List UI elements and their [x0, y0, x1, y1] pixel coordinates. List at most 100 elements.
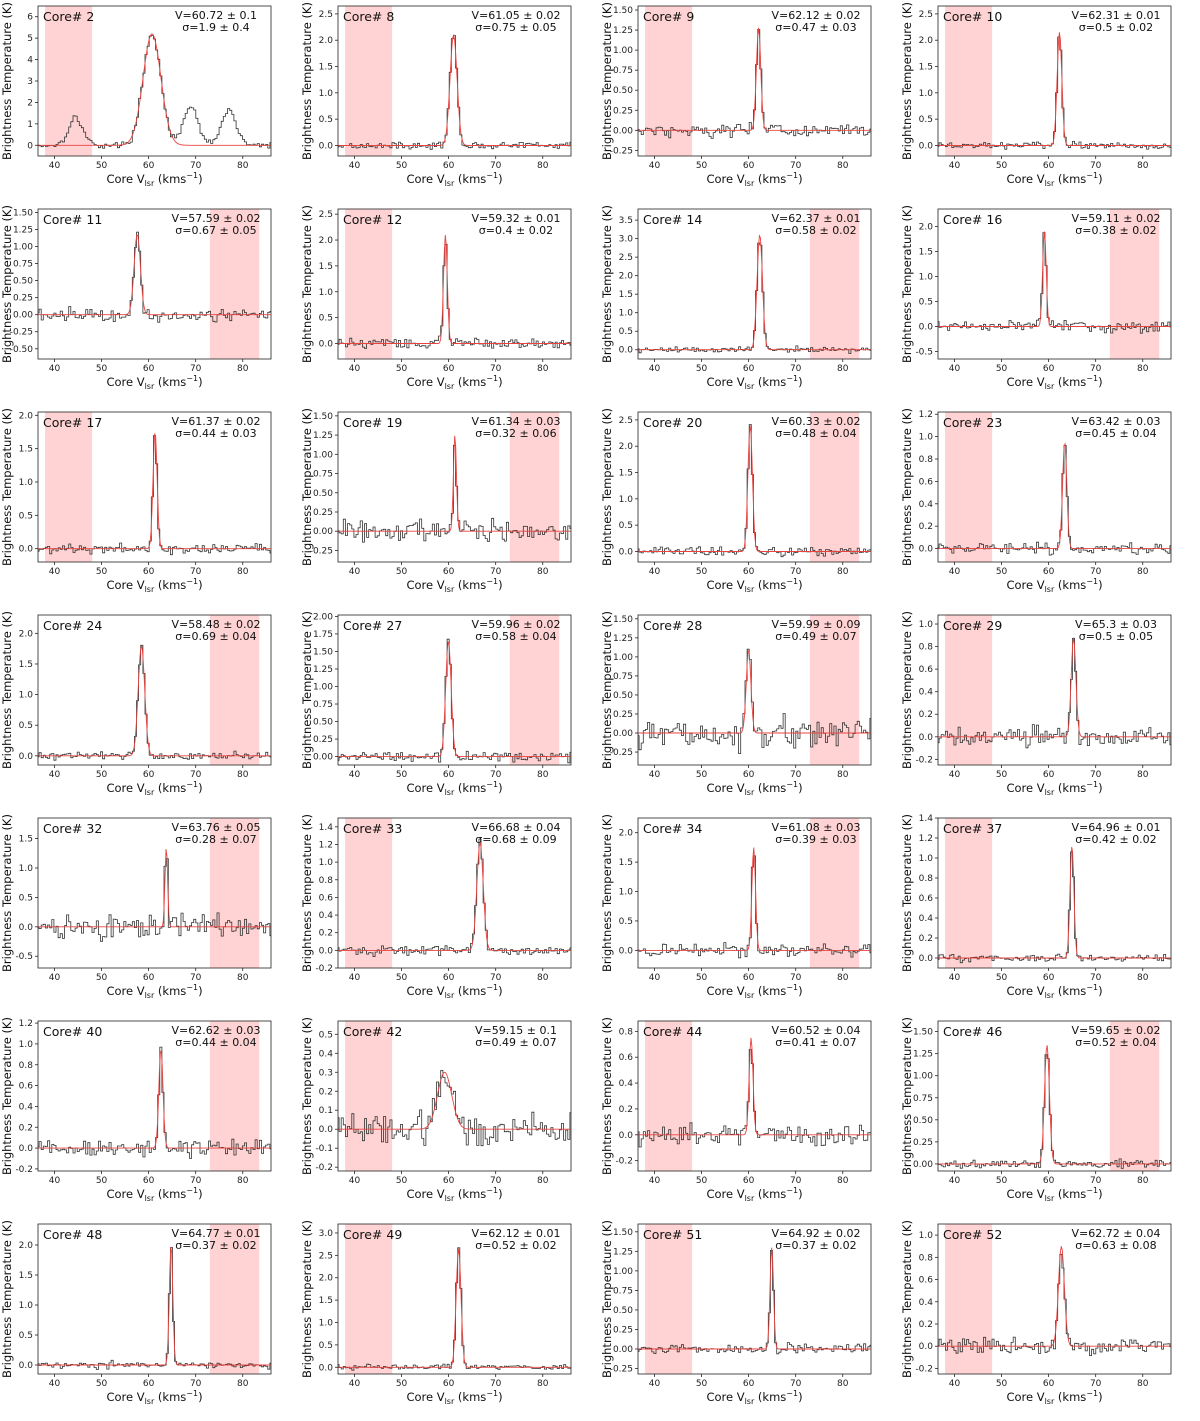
x-tick-label: 60 [143, 364, 155, 374]
y-tick-label: 0.25 [313, 508, 333, 518]
x-tick-label: 40 [49, 1176, 61, 1186]
x-tick-label: 70 [1090, 973, 1102, 983]
x-axis-label: Core Vlsr (kms−1) [406, 1389, 502, 1406]
x-tick-label: 80 [837, 567, 849, 577]
core-label: Core# 51 [643, 1227, 702, 1242]
gaussian-fit-line [38, 849, 271, 928]
y-tick-label: 0.0 [619, 946, 634, 956]
y-tick-label: 0.0 [919, 733, 934, 743]
spectrum-panel: 40 50 60 70 80 0.0 0.5 1.0 1.5 2.0 2.5 Core Vlsr (k… [600, 406, 900, 609]
x-tick-label: 50 [696, 364, 708, 374]
sigma-annotation: σ=0.5 ± 0.02 [1079, 21, 1153, 34]
x-tick-label: 80 [537, 770, 549, 780]
sigma-annotation: σ=0.44 ± 0.03 [175, 427, 256, 440]
spectrum-chart: 40 50 60 70 80 0.0 0.5 1.0 1.5 2.0 2.5 Core Vlsr (k… [900, 2, 1172, 188]
x-tick-label: 50 [996, 364, 1008, 374]
x-tick-label: 40 [349, 567, 361, 577]
spectrum-chart: 40 50 60 70 80 -0.5 0.0 0.5 1.0 1.5 2.0 Core Vlsr (… [900, 205, 1172, 391]
y-axis-label: Brightness Temperature (K) [0, 611, 14, 769]
core-label: Core# 52 [943, 1227, 1002, 1242]
plot-frame [637, 208, 872, 360]
x-tick-label: 80 [1137, 1379, 1149, 1389]
y-axis-label: Brightness Temperature (K) [600, 1017, 614, 1175]
spectrum-panel: 40 50 60 70 80 0.0 0.5 1.0 1.5 2.0 2.5 Core Vlsr (k… [300, 203, 600, 406]
y-tick-label: 0.50 [613, 1306, 633, 1316]
core-label: Core# 29 [943, 618, 1002, 633]
x-tick-label: 50 [396, 770, 408, 780]
plot-frame [937, 614, 1172, 766]
x-tick-label: 60 [743, 364, 755, 374]
sigma-annotation: σ=0.37 ± 0.02 [175, 1239, 256, 1252]
baseline-window-band [345, 1224, 393, 1374]
y-tick-label: -0.2 [915, 1364, 933, 1374]
y-tick-label: 0.4 [919, 500, 934, 510]
x-tick-label: 60 [743, 770, 755, 780]
x-tick-label: 70 [190, 770, 202, 780]
x-tick-label: 50 [96, 770, 108, 780]
y-tick-label: -0.5 [915, 348, 933, 358]
x-axis-label: Core Vlsr (kms−1) [106, 577, 202, 594]
y-tick-label: 3.0 [319, 1229, 334, 1239]
x-axis-label: Core Vlsr (kms−1) [706, 780, 802, 797]
spectrum-panel: 40 50 60 70 80 0.0 0.2 0.4 0.6 0.8 1.0 1.2 1.4 Core V… [900, 812, 1200, 1015]
y-axis-label: Brightness Temperature (K) [900, 1220, 914, 1378]
x-tick-label: 80 [837, 364, 849, 374]
y-tick-label: 0.50 [313, 718, 333, 728]
baseline-window-band [345, 1021, 393, 1171]
plot-frame [637, 411, 872, 563]
y-tick-label: 1.5 [19, 660, 33, 670]
spectrum-chart: 40 50 60 70 80 0.0 0.5 1.0 1.5 2.0 2.5 Core Vlsr (k… [300, 205, 572, 391]
x-tick-label: 70 [790, 770, 802, 780]
y-tick-label: 0.2 [19, 1123, 33, 1133]
baseline-window-band [945, 6, 993, 156]
core-label: Core# 11 [43, 212, 102, 227]
x-axis-label: Core Vlsr (kms−1) [706, 374, 802, 391]
y-tick-label: 6 [27, 13, 33, 23]
spectrum-chart: 40 50 60 70 80 -0.25 0.00 0.25 0.50 0.75 1.00 1.25 1… [600, 611, 872, 797]
baseline-window-band [45, 6, 93, 156]
gaussian-fit-line [638, 649, 871, 734]
velocity-annotation: V=62.62 ± 0.03 [172, 1024, 261, 1037]
spectrum-chart: 40 50 60 70 80 -0.25 0.00 0.25 0.50 0.75 1.00 1.25 1… [300, 408, 572, 594]
y-tick-label: 0.4 [919, 914, 934, 924]
x-tick-label: 80 [1137, 161, 1149, 171]
core-label: Core# 28 [643, 618, 702, 633]
sigma-annotation: σ=0.68 ± 0.09 [475, 833, 556, 846]
plot-frame [937, 5, 1172, 157]
x-tick-label: 70 [1090, 1176, 1102, 1186]
x-tick-label: 40 [349, 1176, 361, 1186]
y-tick-label: 0.0 [19, 545, 34, 555]
x-tick-label: 60 [443, 1176, 455, 1186]
x-tick-label: 50 [396, 1176, 408, 1186]
x-tick-label: 40 [649, 364, 661, 374]
x-tick-label: 70 [190, 364, 202, 374]
x-tick-label: 40 [349, 161, 361, 171]
sigma-annotation: σ=0.28 ± 0.07 [175, 833, 256, 846]
y-tick-label: 0.8 [19, 1061, 34, 1071]
y-tick-label: 0.0 [319, 946, 334, 956]
x-tick-label: 80 [1137, 567, 1149, 577]
plot-frame [37, 1020, 272, 1172]
x-axis-label: Core Vlsr (kms−1) [106, 171, 202, 188]
y-tick-label: 0.0 [19, 1144, 34, 1154]
x-tick-label: 80 [1137, 364, 1149, 374]
y-tick-label: 0.00 [913, 1160, 933, 1170]
x-tick-label: 80 [1137, 973, 1149, 983]
y-tick-label: -0.2 [15, 1165, 33, 1175]
y-tick-label: 0.0 [919, 954, 934, 964]
y-tick-label: 3.5 [619, 216, 633, 226]
y-axis-label: Brightness Temperature (K) [0, 2, 14, 160]
sigma-annotation: σ=0.38 ± 0.02 [1075, 224, 1156, 237]
plot-frame [37, 208, 272, 360]
y-tick-label: 1.25 [313, 431, 333, 441]
x-tick-label: 60 [443, 973, 455, 983]
y-tick-label: 1.00 [613, 1267, 633, 1277]
y-tick-label: -0.25 [610, 1365, 633, 1375]
y-tick-label: 1.50 [313, 412, 333, 422]
x-tick-label: 50 [396, 567, 408, 577]
x-tick-label: 80 [237, 364, 249, 374]
plot-frame [37, 1223, 272, 1375]
y-tick-label: 0.6 [19, 1082, 34, 1092]
gaussian-fit-line [638, 847, 871, 951]
y-tick-label: 0.0 [619, 547, 634, 557]
